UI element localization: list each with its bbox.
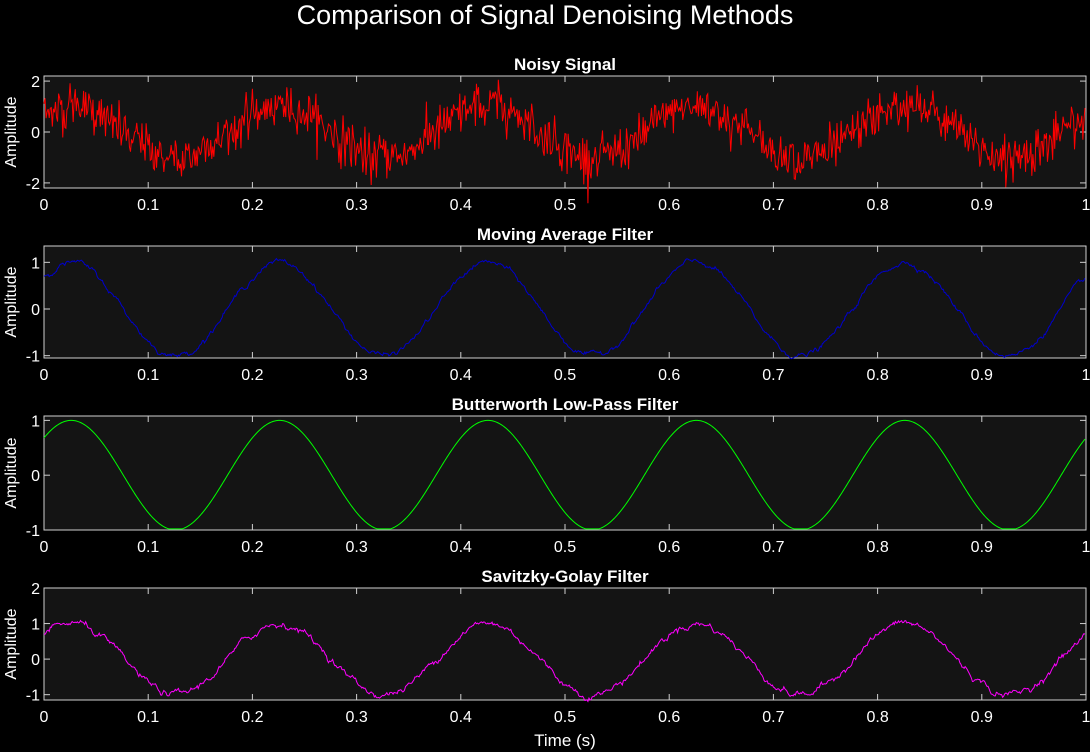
- y-tick-label: 1: [31, 255, 40, 272]
- x-tick-label: 0.1: [137, 367, 159, 384]
- series-line: [43, 257, 1086, 360]
- x-tick-label: 0.9: [971, 539, 993, 556]
- x-tick-label: 1: [1082, 367, 1090, 384]
- y-tick-label: -2: [26, 176, 40, 193]
- x-tick-label: 0.9: [971, 367, 993, 384]
- series-line: [43, 79, 1086, 204]
- y-axis-label: Amplitude: [3, 266, 20, 337]
- x-tick-label: 0.8: [866, 197, 888, 214]
- figure-title: Comparison of Signal Denoising Methods: [296, 0, 794, 30]
- x-tick-label: 0.8: [866, 539, 888, 556]
- x-tick-label: 0.6: [658, 197, 680, 214]
- y-axis-label: Amplitude: [3, 96, 20, 167]
- panel-title: Noisy Signal: [514, 55, 616, 74]
- x-tick-label: 0.4: [450, 367, 472, 384]
- y-axis-label: Amplitude: [3, 437, 20, 508]
- panel-3: Butterworth Low-Pass Filter 0 0.1 0.2 0.3 0.4…: [3, 395, 1090, 556]
- x-tick-label: 0.1: [137, 539, 159, 556]
- panel-2: Moving Average Filter 0 0.1 0.2 0.3 0.4 0.5 0.6…: [3, 225, 1090, 384]
- x-tick-label: 0.9: [971, 197, 993, 214]
- x-tick-label: 0.5: [554, 539, 576, 556]
- x-tick-label: 1: [1082, 197, 1090, 214]
- panel-title: Savitzky-Golay Filter: [481, 567, 649, 586]
- x-tick-label: 0.2: [241, 197, 263, 214]
- x-tick-label: 0.4: [450, 197, 472, 214]
- x-tick-label: 0: [40, 539, 49, 556]
- y-tick-label: 0: [31, 302, 40, 319]
- y-tick-label: -1: [26, 523, 40, 540]
- x-tick-label: 1: [1082, 709, 1090, 726]
- y-tick-label: 1: [31, 413, 40, 430]
- x-tick-label: 0.5: [554, 197, 576, 214]
- y-axis-label: Amplitude: [3, 608, 20, 679]
- x-tick-label: 0.2: [241, 539, 263, 556]
- x-tick-label: 0.3: [345, 367, 367, 384]
- x-tick-label: 0.7: [762, 367, 784, 384]
- series-line: [43, 619, 1086, 703]
- plot-area: [43, 245, 1087, 359]
- x-tick-label: 0.1: [137, 709, 159, 726]
- y-tick-label: -1: [26, 349, 40, 366]
- plot-area: [43, 75, 1087, 189]
- x-tick-label: 0.6: [658, 709, 680, 726]
- x-tick-label: 0: [40, 709, 49, 726]
- x-tick-label: 0: [40, 197, 49, 214]
- y-tick-label: -1: [26, 688, 40, 705]
- y-tick-label: 1: [31, 617, 40, 634]
- x-tick-label: 0.7: [762, 539, 784, 556]
- x-tick-label: 0.2: [241, 367, 263, 384]
- x-tick-label: 0: [40, 367, 49, 384]
- y-tick-label: 0: [31, 468, 40, 485]
- x-tick-label: 0.7: [762, 197, 784, 214]
- x-tick-label: 0.3: [345, 197, 367, 214]
- series-line: [43, 419, 1086, 530]
- x-tick-label: 0.5: [554, 709, 576, 726]
- panel-title: Moving Average Filter: [477, 225, 654, 244]
- panel-4: Savitzky-Golay Filter 0 0.1 0.2 0.3 0.4 0.5 0.6…: [3, 567, 1090, 750]
- y-tick-label: 2: [31, 74, 40, 91]
- x-tick-label: 0.3: [345, 539, 367, 556]
- panel-1: Noisy Signal 0 0.1 0.2 0.3 0.4 0.5 0.6 0.7 0.8 0.9…: [3, 55, 1090, 214]
- x-tick-label: 0.9: [971, 709, 993, 726]
- x-tick-label: 0.6: [658, 367, 680, 384]
- plot-area: [43, 587, 1087, 701]
- x-tick-label: 0.3: [345, 709, 367, 726]
- panel-title: Butterworth Low-Pass Filter: [452, 395, 679, 414]
- y-tick-label: 2: [31, 581, 40, 598]
- x-tick-label: 0.7: [762, 709, 784, 726]
- plot-area: [43, 415, 1087, 531]
- x-tick-label: 0.2: [241, 709, 263, 726]
- x-tick-label: 0.1: [137, 197, 159, 214]
- x-tick-label: 0.6: [658, 539, 680, 556]
- x-tick-label: 0.4: [450, 709, 472, 726]
- x-tick-label: 0.8: [866, 709, 888, 726]
- y-tick-label: 0: [31, 125, 40, 142]
- x-tick-label: 0.5: [554, 367, 576, 384]
- x-tick-label: 0.8: [866, 367, 888, 384]
- y-tick-label: 0: [31, 652, 40, 669]
- x-tick-label: 1: [1082, 539, 1090, 556]
- x-axis-label: Time (s): [534, 731, 596, 750]
- x-tick-label: 0.4: [450, 539, 472, 556]
